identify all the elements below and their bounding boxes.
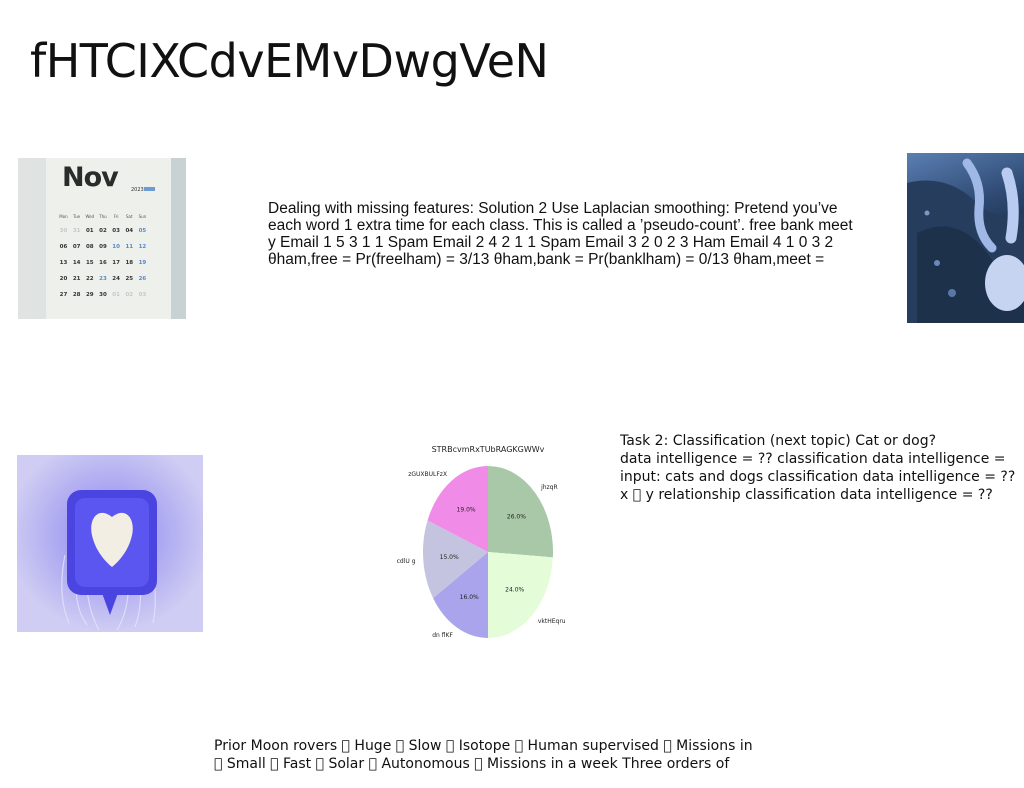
pie-slice — [488, 552, 553, 638]
calendar-image: Nov 2023 Mon Tue Wed Thu Fri Sat Sun 30 … — [18, 158, 186, 319]
calendar-weekday: Sun — [138, 214, 147, 219]
calendar-week-row: 20 21 22 23 24 25 26 — [58, 276, 148, 292]
calendar-day: 09 — [99, 244, 107, 250]
calendar-weekday: Fri — [113, 214, 119, 219]
pie-slice — [423, 520, 488, 599]
calendar-day: 18 — [125, 260, 134, 266]
calendar-week-row: 30 31 01 02 03 04 05 — [58, 228, 148, 244]
pie-slice-category-label: zGUXBULFzX — [408, 471, 447, 478]
pie-slice-percent-label: 24.0% — [505, 587, 524, 594]
laplacian-smoothing-paragraph: Dealing with missing features: Solution … — [268, 200, 878, 268]
calendar-week-row: 13 14 15 16 17 18 19 — [58, 260, 148, 276]
calendar-day: 25 — [125, 276, 134, 282]
text-line: Prior Moon rovers   Huge   Slow   Isotop… — [214, 738, 753, 754]
calendar-week-row: 06 07 08 09 10 11 12 — [58, 244, 148, 260]
calendar-weekday: Sat — [126, 214, 133, 219]
text-line:   Small   Fast   Solar   Autonomous   Mi… — [214, 756, 730, 772]
text-line: data intelligence = ?? classification da… — [620, 451, 1006, 467]
calendar-day: 03 — [112, 228, 120, 234]
calendar-day: 30 — [59, 228, 68, 234]
pie-slice-percent-label: 26.0% — [507, 514, 526, 521]
pie-slice-percent-label: 19.0% — [457, 506, 476, 513]
calendar-day: 17 — [112, 260, 120, 266]
pie-slices — [423, 466, 553, 638]
calendar-year: 2023 — [131, 187, 144, 193]
heart-notification-image — [17, 455, 203, 632]
pie-slice-category-label: dn flKF — [432, 632, 453, 639]
text-line: x   y relationship classification data i… — [620, 487, 993, 503]
calendar-day: 04 — [125, 228, 134, 234]
rock-water-photo-art — [907, 158, 1024, 323]
pie-slice — [488, 466, 553, 558]
text-line: θham,free = Pr(freelham) = 3/13 θham,ban… — [268, 251, 825, 268]
calendar-weekday-row: Mon Tue Wed Thu Fri Sat Sun — [58, 214, 148, 228]
calendar-day: 02 — [125, 292, 134, 298]
slide-title: fHTCIXCdvEMvDwgVeN — [30, 34, 549, 88]
moon-rovers-paragraph: Prior Moon rovers   Huge   Slow   Isotop… — [214, 737, 814, 773]
calendar-weekday: Thu — [99, 214, 107, 219]
calendar-day: 31 — [72, 228, 81, 234]
calendar-day: 23 — [99, 276, 107, 282]
calendar-week-row: 27 28 29 30 01 02 03 — [58, 292, 148, 308]
pie-slice-category-label: cdlU g — [397, 558, 416, 565]
pie-slice-category-label: vktHEqru — [538, 618, 566, 625]
calendar-day: 10 — [112, 244, 120, 250]
calendar-day: 12 — [138, 244, 147, 250]
calendar-day: 06 — [59, 244, 68, 250]
calendar-day: 16 — [99, 260, 107, 266]
calendar-day: 13 — [59, 260, 68, 266]
rock-water-photo — [907, 153, 1024, 323]
pie-slice-category-label: jhzqR — [540, 484, 558, 491]
pie-slice-percent-label: 16.0% — [460, 594, 479, 601]
calendar-day: 07 — [72, 244, 81, 250]
calendar-day: 01 — [85, 228, 94, 234]
calendar-day: 05 — [138, 228, 147, 234]
calendar-weekday: Tue — [73, 214, 81, 219]
heart-notification-art — [17, 455, 203, 632]
calendar-day: 28 — [72, 292, 81, 298]
calendar-day: 30 — [99, 292, 107, 298]
calendar-grid: Mon Tue Wed Thu Fri Sat Sun 30 31 01 02 … — [58, 214, 148, 308]
classification-paragraph: Task 2: Classification (next topic) Cat … — [620, 432, 1024, 504]
calendar-day: 26 — [138, 276, 147, 282]
calendar-day: 08 — [85, 244, 94, 250]
text-line: each word 1 extra time for each class. T… — [268, 217, 853, 234]
calendar-day: 29 — [85, 292, 94, 298]
calendar-day: 15 — [85, 260, 94, 266]
calendar-day: 11 — [125, 244, 134, 250]
calendar-day: 19 — [138, 260, 147, 266]
calendar-day: 21 — [72, 276, 81, 282]
pie-chart: STRBcvmRxTUbRAGKGWWv 26.0% jhzqR 24.0% vktH… — [380, 438, 580, 643]
calendar-weekday: Mon — [59, 214, 68, 219]
pie-chart-svg: STRBcvmRxTUbRAGKGWWv 26.0% jhzqR 24.0% vktH… — [397, 445, 566, 639]
text-line: y Email 1 5 3 1 1 Spam Email 2 4 2 1 1 S… — [268, 234, 834, 251]
calendar-day: 20 — [59, 276, 68, 282]
calendar-paper — [46, 158, 171, 319]
calendar-day: 02 — [99, 228, 107, 234]
calendar-day: 24 — [112, 276, 120, 282]
calendar-year-bar — [144, 187, 155, 191]
calendar-day: 01 — [112, 292, 120, 298]
calendar-weekday: Wed — [85, 214, 95, 219]
text-line: Task 2: Classification (next topic) Cat … — [620, 433, 937, 449]
pie-slice — [427, 466, 488, 552]
pie-slice — [433, 552, 488, 638]
chart-title: STRBcvmRxTUbRAGKGWWv — [432, 445, 545, 454]
pie-slice-percent-label: 15.0% — [440, 554, 459, 561]
calendar-day: 27 — [59, 292, 68, 298]
text-line: input: cats and dogs classification data… — [620, 469, 1016, 485]
calendar-day: 14 — [72, 260, 81, 266]
text-line: Dealing with missing features: Solution … — [268, 200, 838, 217]
calendar-binding-strip — [171, 158, 186, 319]
calendar-day: 03 — [138, 292, 147, 298]
calendar-day: 22 — [85, 276, 94, 282]
calendar-month: Nov — [62, 162, 119, 193]
pie-labels: 26.0% jhzqR 24.0% vktHEqru 16.0% dn flKF 15.0%… — [397, 471, 566, 639]
